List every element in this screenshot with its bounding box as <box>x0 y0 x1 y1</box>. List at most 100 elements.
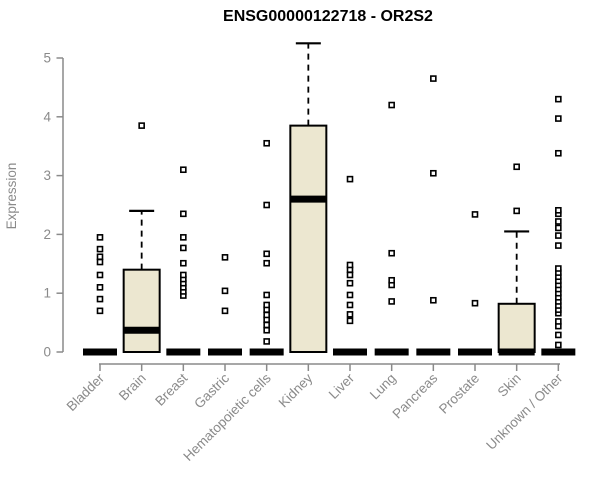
box-iqr <box>289 124 328 354</box>
outlier-point <box>96 245 104 253</box>
outlier-point <box>555 242 562 249</box>
outlier-point <box>263 250 270 258</box>
outlier-point <box>138 122 145 129</box>
outlier-point <box>555 265 562 272</box>
collapsed-box-median <box>416 348 451 356</box>
collapsed-box-median <box>458 348 493 356</box>
outlier-point <box>346 261 354 269</box>
box-iqr <box>497 302 536 353</box>
outlier-point <box>96 258 104 266</box>
outlier-point <box>180 210 187 218</box>
outlier-point <box>388 101 395 109</box>
collapsed-box-median <box>374 348 409 356</box>
outlier-point <box>263 139 270 147</box>
boxplot-skin <box>497 163 536 356</box>
x-category-label-unknown-other: Unknown / Other <box>483 370 566 453</box>
outlier-point <box>263 301 270 309</box>
outlier-point <box>555 232 562 239</box>
boxplot-lung <box>374 101 409 356</box>
outlier-point <box>471 299 479 307</box>
y-tick-label: 2 <box>43 227 51 242</box>
outlier-point <box>430 296 437 304</box>
x-category-label-prostate: Prostate <box>436 371 482 417</box>
outlier-point <box>221 254 229 261</box>
outlier-point <box>180 259 187 267</box>
x-category-label-gastric: Gastric <box>191 370 232 411</box>
outlier-point <box>263 321 270 329</box>
boxplot-prostate <box>458 211 493 356</box>
outlier-point <box>513 207 520 215</box>
outlier-point <box>346 301 354 309</box>
outlier-point <box>388 276 395 284</box>
outlier-point <box>388 298 395 305</box>
outlier-point <box>180 234 187 241</box>
x-category-label-bladder: Bladder <box>64 370 108 414</box>
outlier-point <box>180 271 187 279</box>
collapsed-box-median <box>541 348 576 356</box>
outlier-point <box>221 307 229 315</box>
collapsed-box-median <box>333 348 368 356</box>
outlier-point <box>263 291 270 299</box>
boxplot-pancreas <box>416 75 451 356</box>
outlier-point <box>555 224 562 232</box>
x-category-label-lung: Lung <box>367 371 399 403</box>
outlier-point <box>180 244 187 252</box>
collapsed-box-median <box>83 348 117 356</box>
x-category-label-skin: Skin <box>495 371 524 400</box>
outlier-point <box>555 318 562 325</box>
outlier-point <box>430 169 437 177</box>
outlier-point <box>388 249 395 257</box>
outlier-point <box>471 211 479 218</box>
median-line <box>290 195 327 203</box>
y-tick-label: 4 <box>43 109 51 124</box>
outlier-point <box>346 271 354 279</box>
chart-title: ENSG00000122718 - OR2S2 <box>223 8 433 25</box>
outlier-point <box>555 206 562 214</box>
outlier-point <box>346 175 354 183</box>
boxplot-gastric <box>208 254 243 356</box>
outlier-point <box>221 287 229 295</box>
outlier-point <box>346 291 354 299</box>
outlier-point <box>555 341 562 349</box>
outlier-point <box>555 331 562 339</box>
outlier-point <box>346 317 354 325</box>
boxplot-unknown-other <box>541 95 576 356</box>
box-iqr <box>122 268 161 353</box>
outlier-point <box>96 284 104 291</box>
outlier-point <box>180 166 187 174</box>
outlier-point <box>346 279 354 287</box>
outlier-point <box>96 307 104 315</box>
boxplot-hematopoietic-cells <box>249 139 284 356</box>
y-tick-label: 3 <box>43 168 51 183</box>
outlier-point <box>555 218 562 225</box>
x-category-label-liver: Liver <box>326 370 358 402</box>
outlier-point <box>263 326 270 334</box>
boxplot-brain <box>122 122 161 353</box>
y-tick-label: 0 <box>43 345 51 360</box>
outlier-point <box>513 163 520 171</box>
x-category-label-brain: Brain <box>116 371 149 404</box>
outlier-point <box>346 311 354 318</box>
outlier-point <box>263 259 270 267</box>
outlier-point <box>555 149 562 157</box>
boxplot-liver <box>333 175 368 356</box>
boxplot-breast <box>166 166 201 356</box>
outlier-point <box>430 75 437 82</box>
boxplot-bladder <box>83 234 117 356</box>
y-axis-title: Expression <box>4 163 19 230</box>
y-tick-label: 1 <box>43 286 51 301</box>
outlier-point <box>263 311 270 319</box>
outlier-point <box>96 295 104 303</box>
x-category-label-kidney: Kidney <box>276 370 316 410</box>
collapsed-box-median <box>166 348 201 356</box>
collapsed-box-median <box>249 348 284 356</box>
outlier-point <box>555 115 562 122</box>
boxplot-kidney <box>289 42 328 354</box>
outlier-point <box>263 201 270 209</box>
x-category-label-breast: Breast <box>152 370 190 408</box>
outlier-point <box>96 253 104 261</box>
outlier-point <box>555 95 562 103</box>
median-line <box>123 326 160 334</box>
outlier-point <box>96 271 104 279</box>
